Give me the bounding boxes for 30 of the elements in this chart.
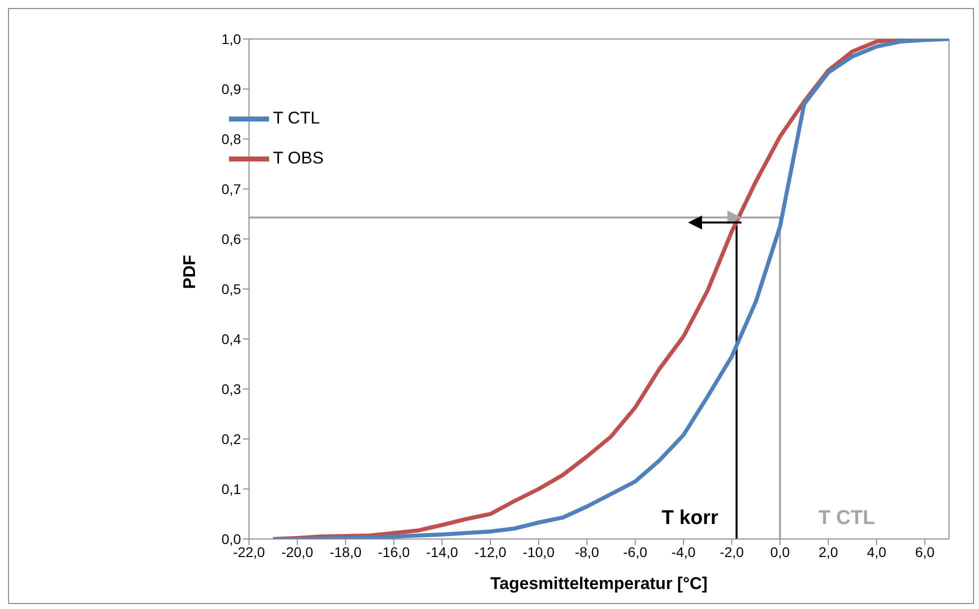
legend-label: T OBS bbox=[273, 148, 324, 168]
x-tick-label: -16,0 bbox=[378, 544, 410, 560]
x-tick-label: -14,0 bbox=[426, 544, 458, 560]
x-tick-label: -18,0 bbox=[330, 544, 362, 560]
y-tick-label: 0,4 bbox=[222, 330, 242, 347]
y-tick-label: 0,7 bbox=[222, 180, 242, 197]
x-tick-label: -2,0 bbox=[720, 544, 744, 560]
x-tick-label: 6,0 bbox=[915, 544, 935, 560]
x-tick-label: 4,0 bbox=[866, 544, 887, 560]
y-tick-label: 0,6 bbox=[222, 230, 242, 247]
y-axis-title: PDF bbox=[180, 255, 200, 289]
x-axis-title: Tagesmitteltemperatur [°C] bbox=[490, 574, 708, 593]
x-tick-label: -8,0 bbox=[574, 544, 600, 560]
y-tick-label: 0,5 bbox=[222, 280, 242, 297]
ref-line-label: T CTL bbox=[818, 507, 876, 529]
x-tick-label: -6,0 bbox=[623, 544, 648, 560]
y-tick-label: 0,1 bbox=[222, 480, 242, 497]
x-tick-label: -20,0 bbox=[281, 544, 314, 560]
y-tick-label: 0,9 bbox=[222, 80, 242, 97]
x-tick-label: -10,0 bbox=[522, 544, 555, 560]
y-tick-label: 0,3 bbox=[222, 380, 242, 397]
y-tick-label: 0,8 bbox=[222, 130, 242, 147]
ref-line-label: T korr bbox=[662, 507, 718, 529]
legend-label: T CTL bbox=[273, 108, 320, 128]
y-tick-label: 0,2 bbox=[222, 430, 242, 447]
x-tick-label: -4,0 bbox=[671, 544, 696, 560]
x-tick-label: 2,0 bbox=[818, 544, 838, 560]
x-tick-label: 0,0 bbox=[770, 544, 790, 560]
y-tick-label: 1,0 bbox=[222, 30, 242, 47]
x-tick-label: -12,0 bbox=[474, 544, 507, 560]
